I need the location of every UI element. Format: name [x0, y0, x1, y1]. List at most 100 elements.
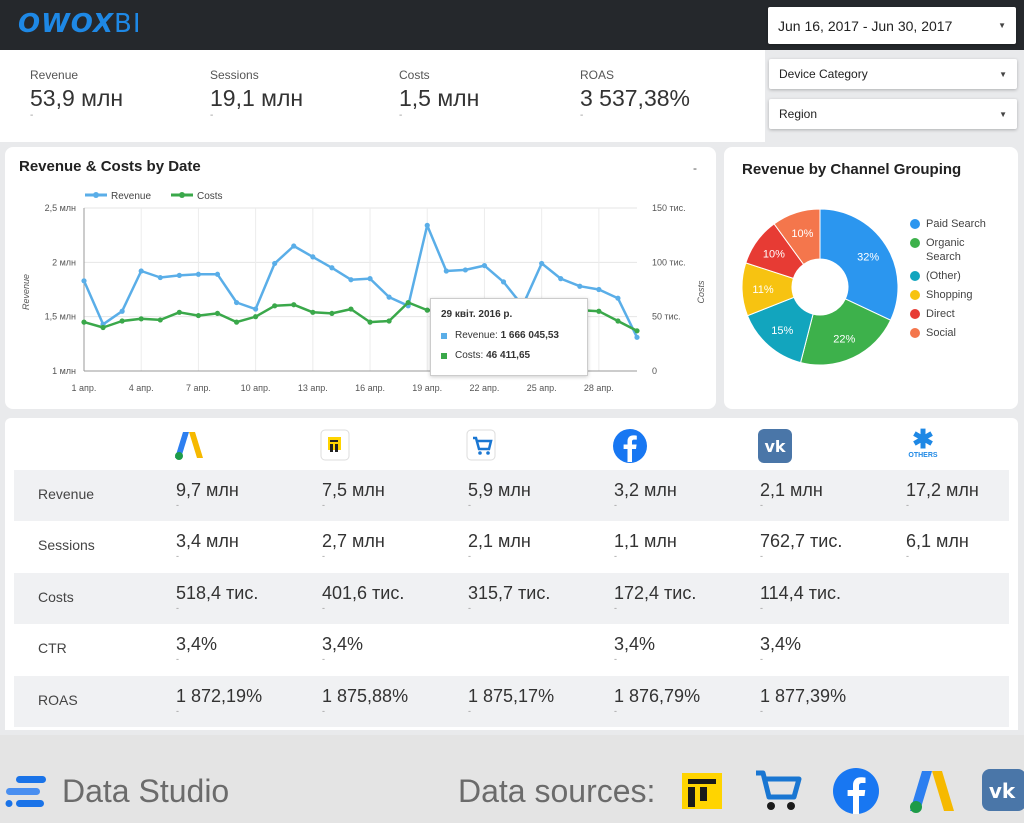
- data-point-revenue[interactable]: [558, 276, 564, 282]
- cell-delta: -: [760, 551, 763, 561]
- legend-costs-label[interactable]: Costs: [197, 191, 223, 202]
- data-point-costs[interactable]: [214, 310, 221, 317]
- legend-label: Organic Search: [926, 237, 965, 263]
- data-point-revenue[interactable]: [386, 294, 392, 300]
- legend-revenue-label[interactable]: Revenue: [111, 191, 151, 202]
- legend-item-social[interactable]: Social: [910, 326, 996, 340]
- data-point-revenue[interactable]: [138, 268, 144, 274]
- x-tick-label: 10 апр.: [241, 383, 271, 393]
- data-point-revenue[interactable]: [367, 276, 373, 282]
- kpi-revenue: Revenue 53,9 млн -: [30, 68, 123, 121]
- data-point-costs[interactable]: [367, 319, 373, 325]
- chevron-down-icon: ▼: [999, 109, 1007, 119]
- legend-dot: [910, 309, 920, 319]
- data-point-costs[interactable]: [424, 307, 430, 313]
- data-point-revenue[interactable]: [291, 243, 297, 249]
- kpi-label: Sessions: [210, 68, 259, 82]
- data-point-revenue[interactable]: [176, 272, 182, 278]
- data-point-revenue[interactable]: [615, 295, 621, 301]
- data-point-revenue[interactable]: [424, 222, 430, 228]
- data-point-revenue[interactable]: [481, 262, 488, 269]
- x-tick-label: 7 апр.: [186, 383, 211, 393]
- row-label: Costs: [38, 589, 74, 605]
- cell-delta: -: [760, 500, 763, 510]
- data-point-revenue[interactable]: [596, 286, 602, 293]
- data-point-costs[interactable]: [310, 309, 316, 315]
- data-studio-label: Data Studio: [62, 773, 230, 809]
- data-point-revenue[interactable]: [577, 283, 583, 289]
- data-point-costs[interactable]: [596, 308, 602, 314]
- tooltip-revenue-value: 1 666 045,53: [500, 330, 559, 341]
- channel-metrics-table: vk ✱ OTHERS Revenue 9,7 млн -7,5 млн -5,9 м…: [5, 418, 1018, 730]
- line-chart-plot: 2,5 млн 2 млн 1,5 млн 1 млн 150 тис. 100 тис.…: [21, 191, 706, 393]
- pie-slice[interactable]: [819, 208, 899, 321]
- table-cell: 2,7 млн -: [322, 531, 385, 561]
- tooltip-revenue-label: Revenue:: [455, 330, 498, 341]
- data-point-costs[interactable]: [176, 309, 182, 315]
- table-cell: 1 877,39% -: [760, 686, 846, 716]
- table-cell: 172,4 тис. -: [614, 583, 696, 613]
- legend-item-direct[interactable]: Direct: [910, 307, 996, 321]
- legend-item-shopping[interactable]: Shopping: [910, 288, 996, 302]
- legend-item-paid-search[interactable]: Paid Search: [910, 217, 996, 231]
- data-point-revenue[interactable]: [81, 278, 87, 284]
- owox-bi-logo[interactable]: OWOXBI: [18, 9, 142, 39]
- table-cell: 762,7 тис. -: [760, 531, 842, 561]
- data-point-revenue[interactable]: [214, 271, 221, 277]
- device-category-label: Device Category: [779, 67, 868, 81]
- data-point-costs[interactable]: [233, 319, 240, 325]
- device-category-filter[interactable]: Device Category ▼: [769, 59, 1017, 89]
- data-point-costs[interactable]: [291, 302, 297, 308]
- table-cell: 3,4% -: [176, 634, 217, 664]
- data-point-revenue[interactable]: [119, 308, 125, 314]
- footer-banner: Data Studio Data sources: vk: [0, 735, 1024, 823]
- data-point-revenue[interactable]: [310, 254, 316, 260]
- cell-delta: -: [614, 654, 617, 664]
- data-point-revenue[interactable]: [443, 268, 449, 274]
- legend-item-organic-search[interactable]: Organic Search: [910, 236, 996, 264]
- pie-slice[interactable]: [773, 208, 821, 266]
- region-filter[interactable]: Region ▼: [769, 99, 1017, 129]
- cell-delta: -: [760, 706, 763, 716]
- data-point-costs[interactable]: [253, 314, 259, 320]
- data-point-revenue[interactable]: [634, 334, 640, 340]
- cell-delta: -: [322, 654, 325, 664]
- data-point-revenue[interactable]: [195, 271, 202, 277]
- kpi-delta: -: [30, 110, 34, 121]
- data-point-revenue[interactable]: [157, 274, 163, 281]
- pie-slice[interactable]: [799, 298, 892, 366]
- pie-slice-label: 11%: [752, 284, 773, 296]
- data-point-revenue[interactable]: [329, 265, 335, 271]
- data-point-revenue[interactable]: [348, 277, 354, 283]
- chart-menu-button[interactable]: -: [693, 161, 697, 175]
- data-point-costs[interactable]: [119, 318, 125, 324]
- kpi-value: 1,5 млн: [399, 85, 480, 111]
- data-point-costs[interactable]: [386, 318, 392, 324]
- data-point-costs[interactable]: [634, 328, 640, 334]
- logo-text-bi: BI: [114, 9, 142, 39]
- data-point-costs[interactable]: [348, 306, 354, 312]
- chart-tooltip: 29 квіт. 2016 р. Revenue: 1 666 045,53 C…: [430, 298, 588, 376]
- data-point-costs[interactable]: [157, 317, 163, 323]
- table-row: CTR 3,4% -3,4% -3,4% -3,4% -: [14, 624, 1009, 675]
- others-icon: ✱ OTHERS: [901, 426, 945, 459]
- legend-label: Direct: [926, 308, 955, 320]
- data-point-costs[interactable]: [100, 324, 106, 331]
- data-point-costs[interactable]: [272, 303, 278, 309]
- data-point-revenue[interactable]: [539, 260, 545, 267]
- data-point-costs[interactable]: [615, 318, 621, 324]
- data-point-revenue[interactable]: [253, 306, 259, 312]
- data-point-costs[interactable]: [81, 319, 87, 325]
- data-point-costs[interactable]: [195, 312, 202, 319]
- chevron-down-icon: ▼: [999, 69, 1007, 79]
- date-range-picker[interactable]: Jun 16, 2017 - Jun 30, 2017 ▼: [768, 7, 1016, 44]
- revenue-costs-chart-card: Revenue & Costs by Date - 2,5 млн 2 млн 1,…: [5, 147, 716, 409]
- data-point-revenue[interactable]: [272, 260, 278, 267]
- legend-item-other[interactable]: (Other): [910, 269, 996, 283]
- data-point-revenue[interactable]: [500, 279, 507, 285]
- data-point-costs[interactable]: [138, 316, 144, 322]
- data-point-costs[interactable]: [405, 299, 411, 306]
- data-point-revenue[interactable]: [233, 299, 240, 306]
- data-point-revenue[interactable]: [462, 267, 468, 273]
- data-point-costs[interactable]: [329, 310, 335, 317]
